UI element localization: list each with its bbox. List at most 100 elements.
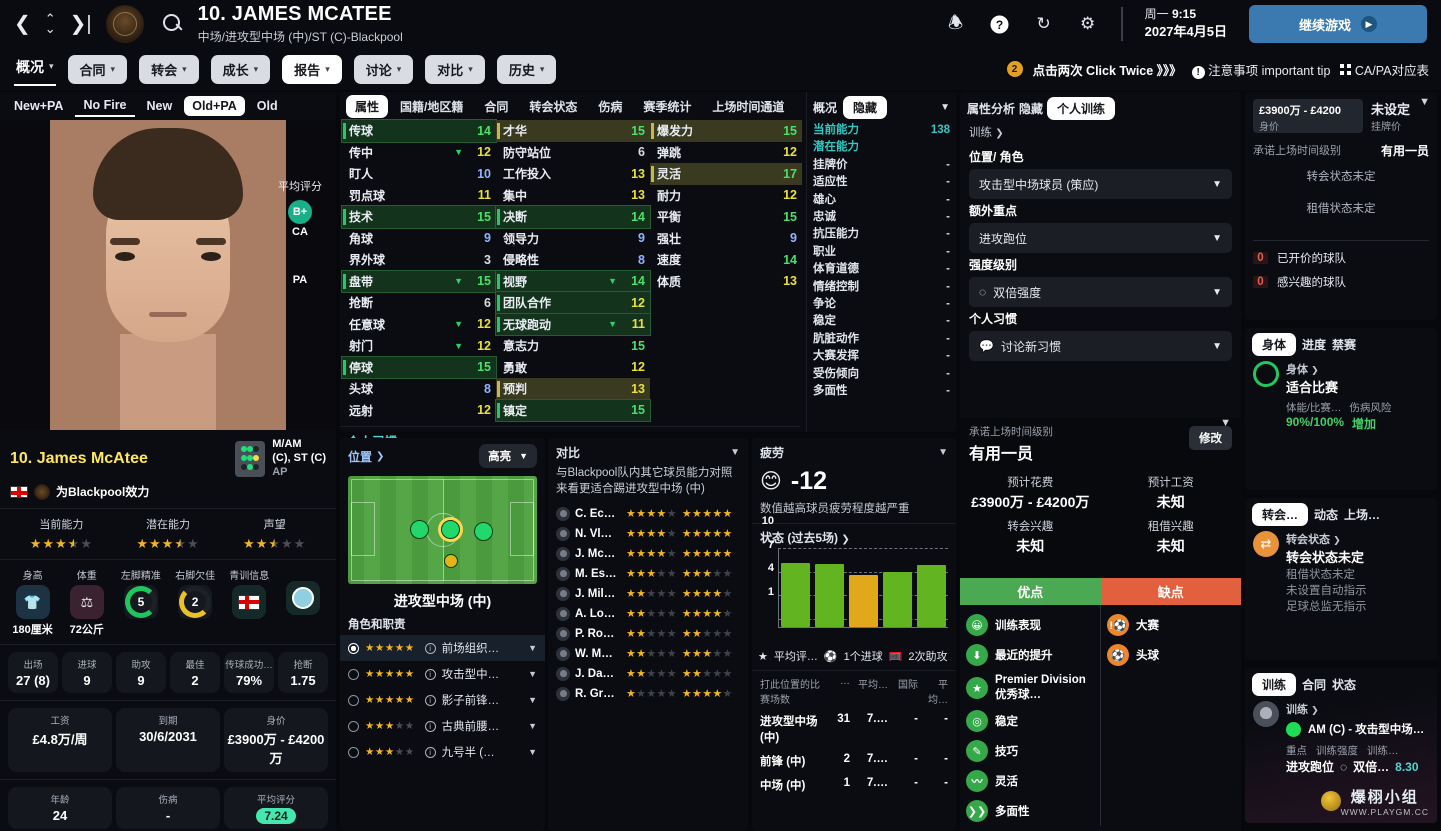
nav-pill-报告[interactable]: 报告 ▾ [282,54,342,84]
refresh-icon[interactable]: ↻ [1036,14,1051,33]
view-tab-no-fire[interactable]: No Fire [75,95,135,117]
nav-last-icon[interactable]: ❯| [69,13,92,35]
role-row[interactable]: ★★★★★ i 古典前腰… ▼ [340,713,545,739]
chevron-down-icon[interactable]: ▼ [528,669,537,679]
nav-pill-历史[interactable]: 历史 ▾ [496,54,557,84]
compare-row[interactable]: P. Ro… ★★★★★ ★★★★★ [548,624,748,644]
chevron-down-icon[interactable]: ▼ [528,721,537,731]
nav-pill-成长[interactable]: 成长 ▾ [210,54,271,84]
sidebar-tab-身体[interactable]: 身体 [1252,333,1297,356]
view-tab-new[interactable]: New [146,99,173,113]
attr-tab-转会状态[interactable]: 转会状态 [529,99,578,114]
compare-row[interactable]: R. Gr… ★★★★★ ★★★★★ [548,684,748,704]
role-radio[interactable] [348,746,359,758]
ca-pa-table-group[interactable]: CA/PA对应表 [1340,60,1429,79]
nav-back-icon[interactable]: ❮ [14,13,31,35]
info-icon[interactable]: i [424,720,436,732]
position-table-header-cell[interactable]: 国际 [898,680,918,691]
position-table-header-cell[interactable]: 平均… [858,680,888,691]
chevron-down-icon[interactable]: ▼ [940,102,950,113]
important-tip-group[interactable]: ! 注意事项 important tip [1191,60,1330,79]
sidebar-tab-转会…[interactable]: 转会… [1252,503,1309,526]
inbox-icon[interactable]: 🕭 [948,12,964,32]
training-link[interactable]: 训练 ❯ [1286,701,1429,717]
chevron-down-icon[interactable]: ▼ [528,747,537,757]
training-tab-属性分析[interactable]: 属性分析 [967,102,1016,116]
click-twice-hint[interactable]: 点击两次 Click Twice 》》》 [1032,63,1182,78]
compare-row[interactable]: J. Da… ★★★★★ ★★★★★ [548,664,748,684]
sidebar-tab-训练[interactable]: 训练 [1252,673,1297,696]
compare-row[interactable]: J. Mc… ★★★★★ ★★★★★ [548,544,748,564]
tab-overview[interactable]: 概况 ▾ [14,53,56,86]
search-icon[interactable] [162,13,184,35]
compare-row[interactable]: W. M… ★★★★★ ★★★★★ [548,644,748,664]
position-table-header-cell[interactable]: 打此位置的比赛场数 [760,680,820,706]
position-table-header-cell[interactable]: … [840,676,850,687]
tab-hp-overview[interactable]: 概况 [813,101,838,115]
role-row[interactable]: ★★★★★ i 前场组织… ▼ [340,635,545,661]
chevron-down-icon[interactable]: ▼ [528,695,537,705]
body-link[interactable]: 身体 ❯ [1286,361,1429,377]
modify-button[interactable]: 修改 [1189,426,1232,450]
help-icon[interactable]: ? [989,13,1011,35]
attr-tab-赛季统计[interactable]: 赛季统计 [643,99,692,114]
sidebar-tab-禁赛[interactable]: 禁赛 [1332,338,1357,352]
info-icon[interactable]: i [424,668,436,680]
training-field-dropdown[interactable]: 攻击型中场球员 (策应) ▼ [969,169,1232,199]
training-breadcrumb[interactable]: 训练 ❯ [960,122,1241,145]
attr-tab-伤病[interactable]: 伤病 [598,99,623,114]
info-icon[interactable]: i [424,746,436,758]
compare-row[interactable]: C. Ec… ★★★★★ ★★★★★ [548,504,748,524]
training-field-dropdown[interactable]: 进攻跑位 ▼ [969,223,1232,253]
role-radio[interactable] [348,642,359,654]
chevron-down-icon[interactable]: ▼ [1419,96,1430,108]
nav-pill-对比[interactable]: 对比 ▾ [425,54,485,84]
form-chart-title[interactable]: 状态 (过去5场) ❯ [752,523,956,549]
info-icon[interactable]: i [424,694,436,706]
position-card-title[interactable]: 位置 [348,449,373,464]
training-field-dropdown[interactable]: ◌ 双倍强度 ▼ [969,277,1232,307]
view-tab-old[interactable]: Old [256,99,278,113]
chevron-down-icon[interactable]: ▼ [1220,417,1231,429]
attr-tab-国籍/地区籍[interactable]: 国籍/地区籍 [400,99,464,114]
chevron-down-icon[interactable]: ▼ [938,447,948,458]
attr-tab-合同[interactable]: 合同 [484,99,509,114]
info-icon[interactable]: i [424,642,436,654]
compare-row[interactable]: A. Lo… ★★★★★ ★★★★★ [548,604,748,624]
sidebar-tab-上场…[interactable]: 上场… [1344,508,1381,522]
role-row[interactable]: ★★★★★ i 九号半 (… ▼ [340,739,545,765]
nav-updown-icon[interactable]: ⌃ ⌄ [44,11,56,36]
continue-game-button[interactable]: 继续游戏 ▶ [1249,5,1427,43]
transfer-link[interactable]: 转会状态 ❯ [1286,531,1429,547]
position-indicator[interactable]: M/AM (C), ST (C) AP [235,438,326,479]
position-table-header-cell[interactable]: 平均… [928,680,948,706]
view-tab-new-pa[interactable]: New+PA [14,99,64,113]
sidebar-tab-进度[interactable]: 进度 [1302,338,1327,352]
role-radio[interactable] [348,720,359,732]
training-tab-隐藏[interactable]: 隐藏 [1019,102,1044,116]
role-row[interactable]: ★★★★★ i 攻击型中… ▼ [340,661,545,687]
tab-hp-hidden[interactable]: 隐藏 [843,96,888,119]
compare-row[interactable]: M. Es… ★★★★★ ★★★★★ [548,564,748,584]
role-row[interactable]: ★★★★★ i 影子前锋… ▼ [340,687,545,713]
nav-pill-讨论[interactable]: 讨论 ▾ [353,54,414,84]
highlight-dropdown[interactable]: 高亮 ▼ [479,444,537,468]
compare-row[interactable]: N. Vl… ★★★★★ ★★★★★ [548,524,748,544]
training-tab-个人训练[interactable]: 个人训练 [1047,97,1116,120]
nav-pill-转会[interactable]: 转会 ▾ [139,54,199,84]
sidebar-tab-状态[interactable]: 状态 [1332,678,1357,692]
sidebar-tab-合同[interactable]: 合同 [1302,678,1327,692]
header-nav-arrows[interactable]: ❮ ⌃ ⌄ ❯| [14,11,92,36]
nav-pill-合同[interactable]: 合同 ▾ [67,54,128,84]
attr-tab-上场时间通道[interactable]: 上场时间通道 [712,99,785,114]
chevron-down-icon[interactable]: ▼ [528,643,537,653]
role-radio[interactable] [348,694,359,706]
sidebar-tab-动态[interactable]: 动态 [1314,508,1339,522]
gear-icon[interactable]: ⚙ [1079,14,1096,33]
training-field-dropdown[interactable]: 💬 讨论新习惯 ▼ [969,331,1232,361]
view-tab-old-pa[interactable]: Old+PA [184,96,245,116]
attr-tab-属性[interactable]: 属性 [346,94,389,118]
role-radio[interactable] [348,668,359,680]
chevron-down-icon[interactable]: ▼ [730,447,740,458]
compare-row[interactable]: J. Mil… ★★★★★ ★★★★★ [548,584,748,604]
